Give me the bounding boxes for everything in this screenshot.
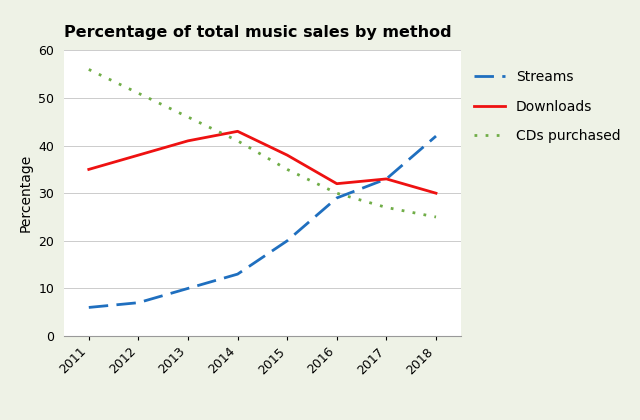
Legend: Streams, Downloads, CDs purchased: Streams, Downloads, CDs purchased bbox=[468, 65, 626, 148]
Y-axis label: Percentage: Percentage bbox=[19, 154, 33, 232]
Text: Percentage of total music sales by method: Percentage of total music sales by metho… bbox=[64, 24, 452, 39]
